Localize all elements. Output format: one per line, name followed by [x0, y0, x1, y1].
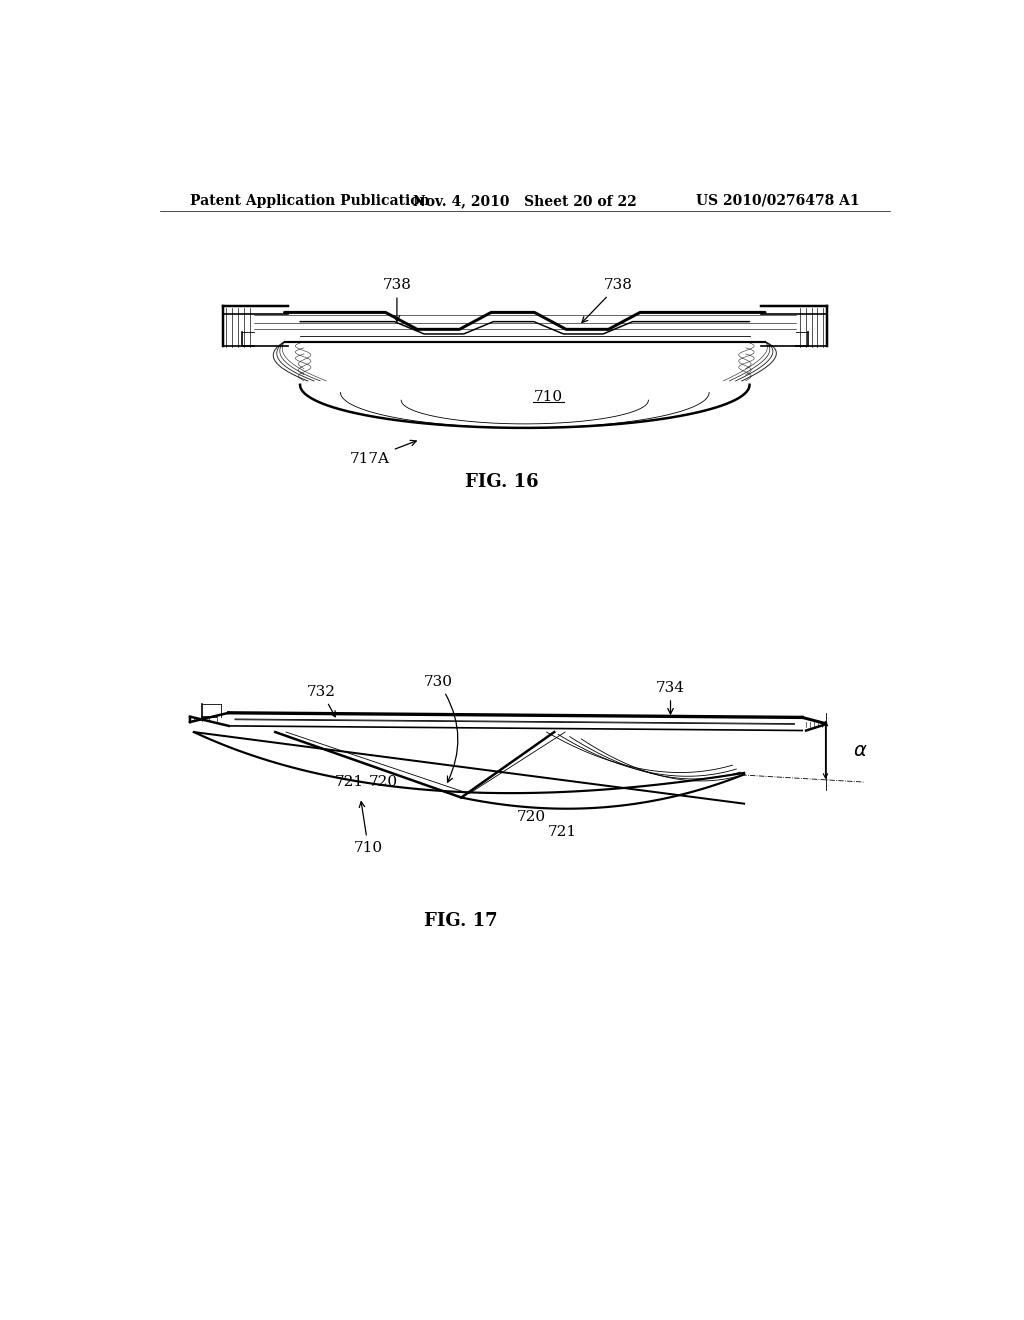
Text: 738: 738	[383, 279, 412, 321]
Text: 732: 732	[307, 685, 336, 717]
Text: US 2010/0276478 A1: US 2010/0276478 A1	[696, 194, 859, 207]
Text: Nov. 4, 2010   Sheet 20 of 22: Nov. 4, 2010 Sheet 20 of 22	[413, 194, 637, 207]
Text: 721: 721	[334, 775, 364, 789]
Text: FIG. 16: FIG. 16	[465, 473, 539, 491]
Text: 721: 721	[548, 825, 577, 840]
Text: 710: 710	[534, 391, 562, 404]
Text: 738: 738	[582, 279, 632, 322]
Text: Patent Application Publication: Patent Application Publication	[190, 194, 430, 207]
Text: 720: 720	[516, 809, 546, 824]
Text: 730: 730	[424, 675, 458, 783]
Text: FIG. 17: FIG. 17	[424, 912, 498, 929]
Text: 717A: 717A	[350, 441, 417, 466]
Text: 710: 710	[353, 801, 383, 854]
Text: $\alpha$: $\alpha$	[853, 742, 867, 760]
Text: 720: 720	[370, 775, 398, 789]
Text: 734: 734	[656, 681, 685, 714]
